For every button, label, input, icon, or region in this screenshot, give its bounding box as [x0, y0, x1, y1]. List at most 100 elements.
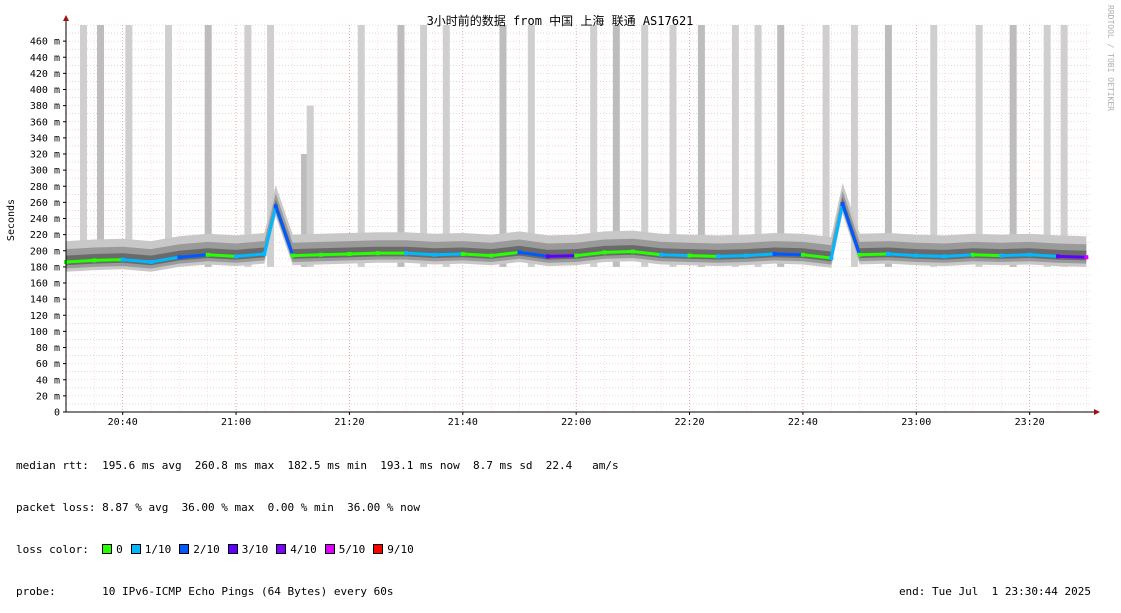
- median-segment: [434, 252, 463, 257]
- loss-color-item-label: 4/10: [290, 543, 317, 556]
- rrdtool-watermark: RRDTOOL / TOBI OETIKER: [1106, 5, 1115, 111]
- probe-value: 10 IPv6-ICMP Echo Pings (64 Bytes) every…: [102, 585, 394, 598]
- loss-color-label: loss color:: [16, 543, 89, 556]
- smoke-spike: [669, 25, 677, 267]
- median-rtt-stats: median rtt: 195.6 ms avg 260.8 ms max 18…: [16, 459, 619, 472]
- median-point: [290, 253, 295, 258]
- end-timestamp: end: Tue Jul 1 23:30:44 2025: [898, 585, 1091, 598]
- smoke-spike: [80, 25, 88, 267]
- median-point: [1084, 255, 1089, 260]
- loss-color-swatch: [130, 544, 141, 554]
- smoke-spike: [306, 105, 314, 267]
- median-point: [999, 253, 1004, 258]
- median-point: [347, 251, 352, 256]
- x-tick-label: 21:40: [448, 417, 478, 428]
- axes: [63, 15, 1100, 415]
- loss-color-swatch: [179, 544, 190, 554]
- probe-line: probe: 10 IPv6-ICMP Echo Pings (64 Bytes…: [16, 585, 1106, 599]
- median-point: [687, 253, 692, 258]
- median-segment: [1001, 253, 1030, 258]
- median-segment: [661, 253, 690, 258]
- y-tick-label: 200 m: [30, 246, 60, 257]
- smoke-spike: [420, 25, 428, 267]
- median-segment: [150, 255, 180, 264]
- x-tick-label: 22:20: [674, 417, 704, 428]
- median-point: [375, 251, 380, 256]
- median-point: [970, 252, 975, 257]
- loss-color-items: 0 1/10 2/10 3/10 4/10 5/10 9/10: [102, 543, 422, 556]
- smoke-spike: [165, 25, 173, 267]
- y-tick-label: 0: [54, 408, 60, 419]
- median-segment: [632, 250, 662, 257]
- smoke-spike: [301, 154, 309, 267]
- y-tick-label: 320 m: [30, 150, 60, 161]
- median-point: [857, 252, 862, 257]
- x-tick-label: 20:40: [108, 417, 138, 428]
- probe-label: probe:: [16, 585, 56, 598]
- median-point: [262, 251, 267, 256]
- y-tick-label: 360 m: [30, 117, 60, 128]
- smoke-spike: [822, 25, 830, 267]
- smoke-bands: [66, 25, 1087, 272]
- loss-color-item: 9/10: [373, 543, 414, 557]
- median-point: [885, 251, 890, 256]
- x-tick-label: 21:00: [221, 417, 251, 428]
- x-tick-label: 22:00: [561, 417, 591, 428]
- smoke-spike: [442, 25, 450, 267]
- median-segment: [94, 258, 123, 262]
- median-point: [829, 256, 834, 261]
- median-point: [460, 251, 465, 256]
- median-segment: [349, 251, 378, 256]
- median-segment: [262, 206, 278, 255]
- median-point: [545, 254, 550, 259]
- smoke-spike: [244, 25, 252, 267]
- loss-color-swatch: [373, 544, 384, 554]
- x-axis-arrow: [1094, 409, 1100, 415]
- y-tick-label: 420 m: [30, 69, 60, 80]
- median-segment: [887, 252, 917, 258]
- median-point: [273, 204, 278, 209]
- y-tick-labels: 0 20 m 40 m 60 m 80 m 100 m 120 m 140 m 160 m 180…: [30, 37, 60, 419]
- loss-color-swatch: [324, 544, 335, 554]
- y-tick-label: 380 m: [30, 101, 60, 112]
- median-segment: [547, 254, 577, 258]
- median-point: [319, 252, 324, 257]
- median-segment: [462, 252, 492, 258]
- median-segment: [235, 252, 265, 258]
- y-tick-label: 460 m: [30, 37, 60, 48]
- median-segment: [292, 253, 322, 258]
- x-tick-label: 21:20: [334, 417, 364, 428]
- median-point: [517, 250, 522, 255]
- median-segment: [1057, 254, 1087, 259]
- smokeping-chart: 3小时前的数据 from 中国 上海 联通 AS17621 Seconds RR…: [6, 5, 1115, 428]
- median-segment: [321, 252, 350, 257]
- y-tick-label: 180 m: [30, 262, 60, 273]
- smoke-spike: [357, 25, 365, 267]
- smoke-spike: [641, 25, 649, 267]
- loss-color-item-label: 5/10: [338, 543, 366, 556]
- median-segment: [841, 203, 862, 256]
- x-tick-label: 22:40: [788, 417, 818, 428]
- median-segment: [274, 205, 295, 257]
- loss-color-item: 4/10: [276, 543, 317, 557]
- y-tick-label: 120 m: [30, 311, 60, 322]
- median-point: [659, 252, 664, 257]
- y-tick-label: 20 m: [36, 391, 60, 402]
- median-segment: [519, 250, 549, 258]
- y-tick-label: 140 m: [30, 295, 60, 306]
- loss-color-legend: loss color: 0 1/10 2/10 3/10 4/10 5/10 9/10: [16, 543, 1106, 557]
- smoke-spike: [125, 25, 133, 267]
- smoke-spike: [527, 25, 535, 267]
- smoke-spike: [97, 25, 105, 267]
- packet-loss-stats: packet loss: 8.87 % avg 36.00 % max 0.00…: [16, 501, 420, 514]
- smoke-spike: [1009, 25, 1017, 267]
- median-point: [715, 254, 720, 259]
- y-tick-label: 160 m: [30, 279, 60, 290]
- smoke-spike: [850, 25, 858, 267]
- median-segment: [944, 253, 974, 258]
- median-point: [177, 255, 182, 260]
- median-point: [404, 251, 409, 256]
- median-point: [1027, 252, 1032, 257]
- median-point: [92, 258, 97, 263]
- smoke-spike: [930, 25, 938, 267]
